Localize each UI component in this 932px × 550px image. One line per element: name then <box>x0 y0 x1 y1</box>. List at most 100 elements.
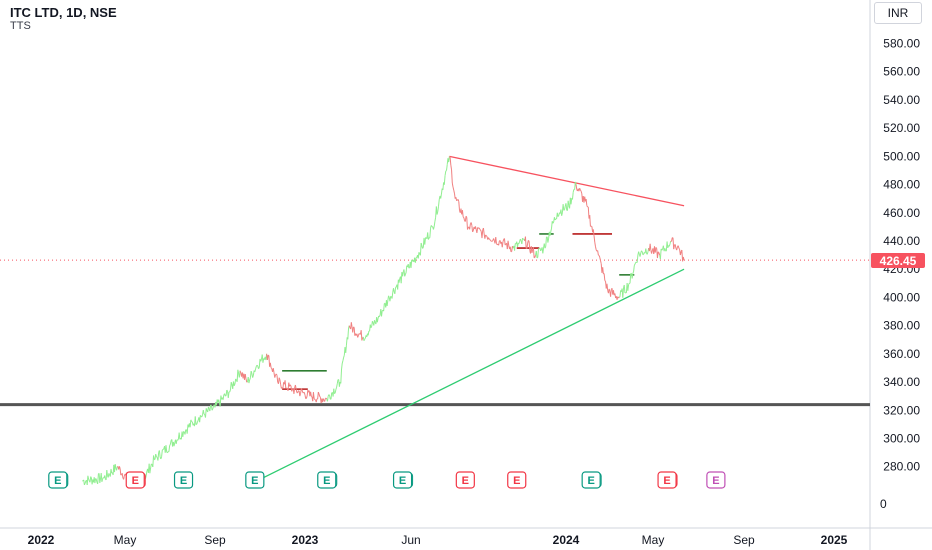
price-bar <box>319 396 321 398</box>
price-bar <box>398 278 401 283</box>
price-bar <box>586 205 588 208</box>
price-bar <box>201 414 204 418</box>
price-bar <box>121 473 124 479</box>
y-tick-label: 580.00 <box>883 37 920 51</box>
currency-button[interactable]: INR <box>874 2 922 24</box>
price-bar <box>167 451 169 454</box>
price-bar <box>534 254 537 258</box>
price-bar <box>429 228 432 238</box>
price-bar <box>561 212 563 216</box>
price-bar <box>266 354 269 361</box>
earnings-marker[interactable]: E <box>706 471 726 489</box>
indicator-label[interactable]: TTS <box>10 20 31 32</box>
price-bar <box>157 452 160 461</box>
price-bar <box>334 389 337 394</box>
price-bar <box>248 379 251 384</box>
price-bar <box>340 369 343 384</box>
earnings-marker-label: E <box>180 475 187 487</box>
price-bar <box>184 429 187 435</box>
price-bar <box>519 238 522 241</box>
price-bar <box>659 248 662 260</box>
price-bar <box>178 432 181 440</box>
earnings-marker[interactable]: E <box>581 471 602 489</box>
price-bar <box>95 479 98 483</box>
price-bar <box>279 379 282 385</box>
price-bar <box>391 292 394 299</box>
x-tick-label: Jun <box>401 533 420 547</box>
earnings-marker-box <box>245 471 265 489</box>
earnings-marker[interactable]: E <box>507 471 527 489</box>
price-bar <box>516 243 519 248</box>
price-bar <box>110 468 113 474</box>
price-bar <box>294 384 297 390</box>
price-bar <box>150 463 152 468</box>
price-bar <box>645 248 648 254</box>
earnings-marker[interactable]: E <box>657 471 678 489</box>
price-bar <box>509 246 512 252</box>
price-bar <box>371 320 374 323</box>
price-bar <box>330 392 333 400</box>
price-bar <box>632 271 635 274</box>
earnings-marker[interactable]: E <box>392 471 414 489</box>
price-bar <box>116 466 118 471</box>
price-bar <box>361 337 364 341</box>
price-bar <box>291 388 293 392</box>
price-bar <box>597 250 599 256</box>
price-bar <box>649 243 652 251</box>
price-bar <box>599 257 601 261</box>
price-bar <box>258 358 261 368</box>
price-bar <box>276 375 279 383</box>
earnings-marker[interactable]: E <box>455 471 475 489</box>
price-bar <box>195 423 197 426</box>
price-bar <box>485 234 487 236</box>
earnings-marker[interactable]: E <box>48 471 69 489</box>
price-bar <box>618 296 621 298</box>
price-bar <box>274 374 276 378</box>
price-bar <box>679 251 682 256</box>
price-bar <box>310 395 313 398</box>
price-bar <box>671 237 673 242</box>
price-bar <box>503 238 506 246</box>
earnings-marker-label: E <box>462 475 469 487</box>
price-bar <box>233 383 236 387</box>
price-bar <box>312 392 315 399</box>
price-bar <box>175 439 178 444</box>
price-bar <box>657 251 660 253</box>
price-bar <box>196 422 198 425</box>
price-bar <box>436 211 439 215</box>
price-bar <box>433 221 436 227</box>
price-bar <box>452 186 455 191</box>
earnings-marker-label: E <box>587 475 594 487</box>
price-bar <box>269 362 272 368</box>
price-bar <box>258 367 260 369</box>
price-bar <box>493 238 495 241</box>
price-bar <box>495 237 497 244</box>
earnings-marker[interactable]: E <box>173 471 194 489</box>
price-bar <box>383 303 385 312</box>
price-bar <box>335 387 338 390</box>
price-bar <box>348 325 351 328</box>
price-bar <box>532 247 535 258</box>
price-bar <box>458 201 461 211</box>
price-bar <box>403 269 406 277</box>
x-tick-label: Sep <box>204 533 226 547</box>
earnings-marker[interactable]: E <box>125 471 146 489</box>
earnings-marker[interactable]: E <box>245 471 265 489</box>
earnings-marker[interactable]: E <box>317 471 338 489</box>
price-bar <box>108 473 111 476</box>
price-bar <box>521 238 524 244</box>
price-bar <box>186 424 189 434</box>
price-bar <box>345 337 348 346</box>
price-bar <box>522 237 524 240</box>
price-bar <box>301 389 304 393</box>
price-bar <box>623 284 626 294</box>
x-tick-label: May <box>642 533 665 547</box>
price-bar <box>448 156 450 163</box>
earnings-marker-box <box>173 471 194 489</box>
price-bar <box>341 360 344 364</box>
y-tick-label: 380.00 <box>883 319 920 333</box>
price-bar <box>488 237 490 240</box>
earnings-marker-label: E <box>712 475 719 487</box>
